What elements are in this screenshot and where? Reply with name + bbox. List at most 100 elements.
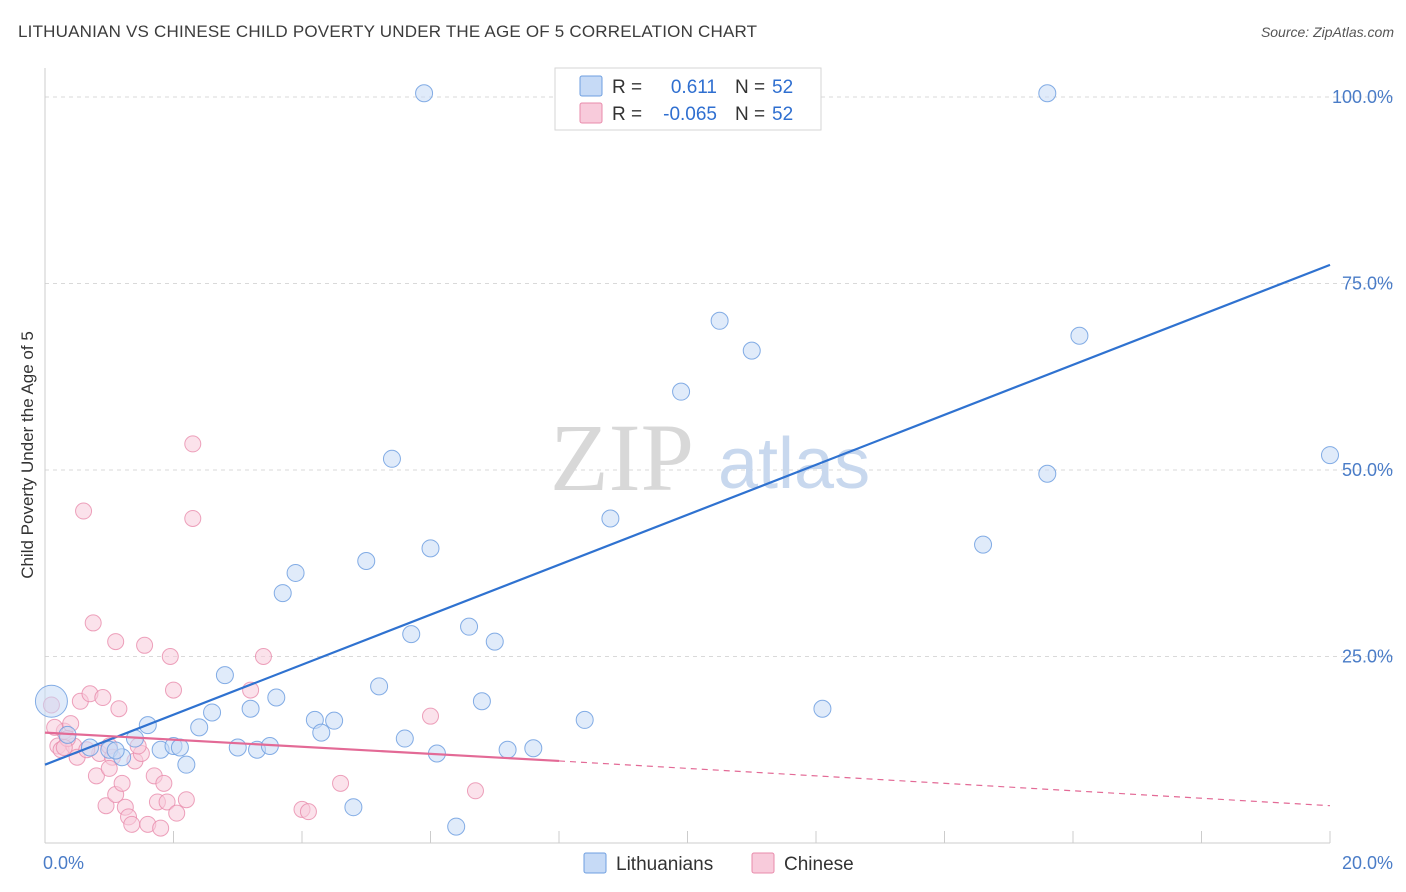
chinese-point-34 xyxy=(165,681,182,699)
lithuanian-point-17 xyxy=(273,584,292,603)
x-tick-label-0: 0.0% xyxy=(43,853,84,873)
lithuanian-point-42 xyxy=(813,699,832,718)
legend-r-label-2: R = xyxy=(612,104,642,125)
lithuanian-point-45 xyxy=(1070,326,1089,345)
series-legend: Lithuanians Chinese xyxy=(583,852,854,875)
lithuanian-point-31 xyxy=(460,617,479,636)
lithuanian-point-18 xyxy=(286,563,305,582)
lithuanian-point-39 xyxy=(672,382,691,401)
x-axis-ticks: 0.0% 20.0% xyxy=(43,853,1393,873)
chinese-point-35 xyxy=(168,804,186,822)
trend-lines xyxy=(44,263,1331,807)
lithuanian-point-30 xyxy=(447,817,466,836)
legend-n-label-2: N = xyxy=(735,104,765,125)
lithuanian-point-41 xyxy=(742,341,761,360)
bottom-legend-chinese: Chinese xyxy=(784,854,854,875)
lithuanian-point-33 xyxy=(485,632,504,651)
lithuanian-point-22 xyxy=(344,798,363,817)
y-tick-label-0: 100.0% xyxy=(1332,87,1393,107)
lithuanian-point-12 xyxy=(215,666,234,685)
y-tick-label-1: 75.0% xyxy=(1342,274,1393,294)
watermark-zip: ZIP xyxy=(550,404,694,511)
chinese-point-20 xyxy=(113,774,131,792)
legend-r-label-1: R = xyxy=(612,77,642,98)
correlation-legend: R = 0.611 N = 52 R = -0.065 N = 52 xyxy=(554,67,822,131)
chinese-point-38 xyxy=(184,509,202,527)
chinese-point-48 xyxy=(100,759,118,777)
y-axis-ticks: 100.0% 75.0% 50.0% 25.0% xyxy=(1332,87,1393,667)
chinese-point-11 xyxy=(87,767,105,785)
bottom-legend-swatch-chinese xyxy=(751,852,775,874)
lithuanian-point-13 xyxy=(228,738,247,757)
legend-swatch-chinese xyxy=(579,102,603,124)
lithuanian-point-48 xyxy=(1038,84,1057,103)
chart-title: LITHUANIAN VS CHINESE CHILD POVERTY UNDE… xyxy=(18,22,758,41)
y-tick-label-2: 50.0% xyxy=(1342,460,1393,480)
lithuanian-point-23 xyxy=(357,552,376,571)
trend-line-lithuanians xyxy=(44,263,1331,766)
lithuanian-point-28 xyxy=(421,539,440,558)
lithuanian-point-40 xyxy=(710,311,729,330)
chinese-point-31 xyxy=(155,774,173,792)
chinese-point-14 xyxy=(97,797,115,815)
lithuanian-point-20 xyxy=(312,723,331,742)
lithuanian-point-9 xyxy=(177,755,196,774)
watermark-atlas: atlas xyxy=(718,424,870,504)
chinese-point-23 xyxy=(123,815,141,833)
chinese-point-37 xyxy=(184,435,202,453)
bottom-legend-swatch-lithuanians xyxy=(583,852,607,874)
lithuanian-point-24 xyxy=(370,677,389,696)
lithuanian-point-43 xyxy=(974,535,993,554)
watermark: ZIP atlas xyxy=(550,404,870,511)
lithuanian-point-44 xyxy=(1038,464,1057,483)
lithuanian-point-35 xyxy=(524,739,543,758)
lithuanian-point-50 xyxy=(170,738,189,757)
lithuanian-point-0 xyxy=(34,684,68,718)
lithuanian-point-51 xyxy=(106,741,125,760)
legend-r-value-2: -0.065 xyxy=(663,104,717,125)
x-tick-label-1: 20.0% xyxy=(1342,853,1393,873)
chinese-point-19 xyxy=(110,700,128,718)
source-label: Source: ZipAtlas.com xyxy=(1260,24,1394,40)
bottom-legend-lithuanians: Lithuanians xyxy=(616,854,713,875)
chinese-point-13 xyxy=(94,689,112,707)
lithuanian-point-37 xyxy=(575,710,594,729)
legend-n-value-1: 52 xyxy=(772,77,793,98)
lithuanian-point-21 xyxy=(325,711,344,730)
chinese-point-26 xyxy=(136,636,154,654)
lithuanian-point-16 xyxy=(267,688,286,707)
chinese-point-45 xyxy=(466,782,484,800)
lithuanian-point-14 xyxy=(241,699,260,718)
lithuanian-point-46 xyxy=(1321,446,1339,465)
chinese-point-30 xyxy=(152,819,170,837)
lithuanian-point-25 xyxy=(382,449,401,468)
chinese-point-32 xyxy=(158,793,176,811)
lithuanian-point-32 xyxy=(472,692,491,711)
lithuanian-point-26 xyxy=(395,729,414,748)
chinese-point-36 xyxy=(177,791,195,809)
legend-n-label-1: N = xyxy=(735,77,765,98)
chinese-point-44 xyxy=(422,707,439,725)
trend-line-chinese xyxy=(44,731,560,763)
chinese-point-33 xyxy=(161,648,179,665)
chinese-point-43 xyxy=(332,774,350,792)
chinese-point-8 xyxy=(75,502,93,520)
legend-r-value-1: 0.611 xyxy=(671,77,717,98)
legend-swatch-lithuanians xyxy=(579,75,603,97)
lithuanian-point-27 xyxy=(402,625,421,644)
chinese-point-17 xyxy=(107,633,125,651)
trend-line-chinese-extension xyxy=(558,760,1331,807)
chinese-point-40 xyxy=(254,648,272,665)
lithuanian-point-34 xyxy=(498,740,517,759)
lithuanian-point-11 xyxy=(203,703,222,722)
y-tick-label-3: 25.0% xyxy=(1342,647,1393,667)
legend-n-value-2: 52 xyxy=(772,104,793,125)
lithuanian-point-10 xyxy=(190,718,209,737)
y-axis-label: Child Poverty Under the Age of 5 xyxy=(18,331,37,579)
series-chinese xyxy=(42,435,484,837)
chinese-point-10 xyxy=(84,614,102,632)
lithuanian-point-38 xyxy=(601,509,620,528)
lithuanian-point-47 xyxy=(415,84,434,103)
chinese-point-42 xyxy=(299,803,317,821)
